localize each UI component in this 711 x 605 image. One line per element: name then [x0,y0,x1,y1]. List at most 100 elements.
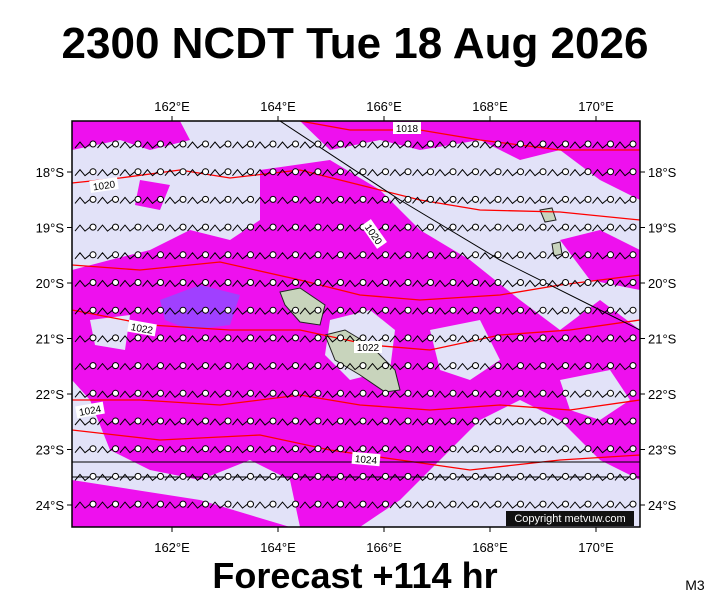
barb [74,307,91,315]
lat-label: 23°S [36,443,65,458]
station [134,389,142,397]
station [584,389,592,397]
station [517,445,524,453]
barb [187,390,203,398]
barb [524,252,541,260]
station [449,445,457,453]
barb [344,445,361,454]
station [157,417,164,425]
barb [389,141,406,149]
barb [142,418,158,426]
station [269,417,277,425]
station [359,362,367,370]
station [404,417,412,425]
isobar-label-box [75,401,105,419]
barb [367,307,383,315]
station [112,389,119,397]
station [224,251,232,259]
station [629,279,637,286]
station [247,279,254,286]
station [247,140,254,148]
station [404,334,412,342]
barb [547,335,563,343]
station [562,445,569,453]
station [134,306,142,314]
station [629,223,637,231]
station [494,389,502,397]
barb [299,418,316,426]
barb [614,141,631,149]
barb [187,168,203,177]
station [472,223,479,231]
station [517,168,524,176]
barb [142,279,158,288]
station [404,472,412,480]
barb [277,141,293,149]
station [359,279,367,286]
wind-barbs [74,140,637,509]
barb [524,445,541,454]
barb [524,501,541,509]
station [584,500,592,508]
barb [412,501,428,509]
isobar-label-text: 1022 [130,322,154,337]
station [539,195,547,203]
station [382,140,389,148]
barb [187,196,203,205]
station [224,389,232,397]
barb [412,362,428,371]
barb [569,418,586,426]
station [134,223,142,231]
barb [209,390,226,398]
barb [164,196,181,205]
barb [232,224,248,232]
station [562,500,569,508]
barb [502,196,518,205]
station [202,251,209,259]
barb [142,196,158,205]
station [517,279,524,286]
barb [254,473,271,482]
station [292,168,299,176]
barb [232,196,248,205]
station [89,195,97,203]
station [112,472,119,480]
station [382,334,389,342]
station [269,362,277,370]
barb [254,196,271,205]
station [539,362,547,370]
station [427,279,434,286]
barb [119,473,136,482]
barb [614,168,631,177]
barb [569,196,586,205]
station [382,168,389,176]
barb [164,445,181,454]
station [629,168,637,176]
barb [592,224,608,232]
station [584,279,592,286]
isobar-label-box [127,319,157,337]
station [629,445,637,453]
station [562,279,569,286]
barb [97,279,113,288]
barb [592,501,608,509]
barb [502,224,518,232]
barb [74,445,91,454]
barb [254,168,271,177]
station [607,195,614,203]
station [89,223,97,231]
barb [592,141,608,149]
barb [434,390,451,398]
barb [119,141,136,149]
barb [322,224,338,232]
station [539,472,547,480]
barb [614,418,631,426]
barb [389,168,406,177]
barb [434,362,451,371]
station [314,362,322,370]
barb [614,279,631,288]
lat-label: 18°S [648,165,677,180]
station [202,168,209,176]
barb [524,390,541,398]
